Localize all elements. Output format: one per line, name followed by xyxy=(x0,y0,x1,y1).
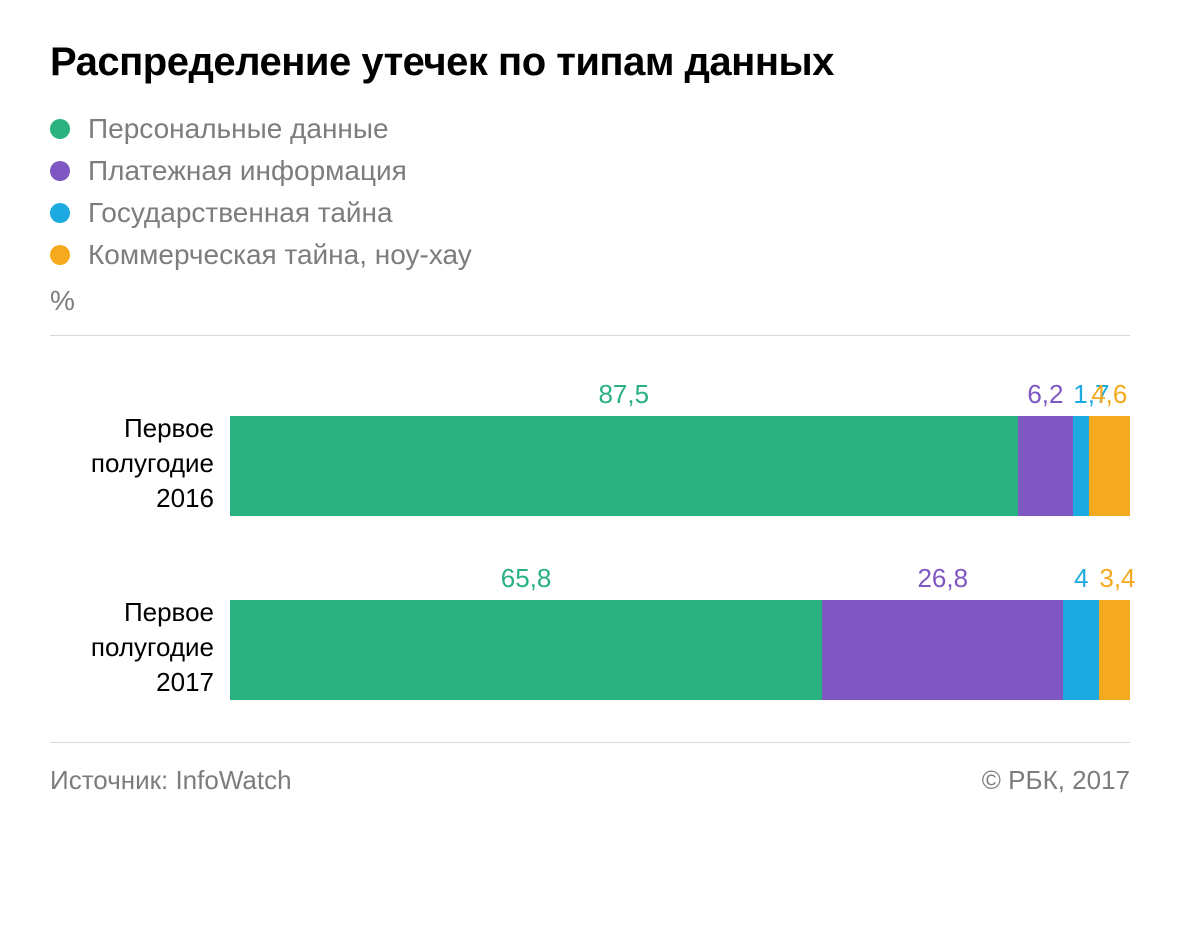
value-label: 4 xyxy=(1063,563,1099,594)
value-label: 6,2 xyxy=(1018,379,1074,410)
chart-row: Первоеполугодие2017 65,826,843,4 xyxy=(50,556,1130,700)
row-label-wrap: Первоеполугодие2017 xyxy=(50,556,230,700)
bar-column: 65,826,843,4 xyxy=(230,556,1130,700)
value-label: 87,5 xyxy=(230,379,1018,410)
row-label: Первоеполугодие2017 xyxy=(91,595,214,700)
stacked-bar xyxy=(230,600,1130,700)
legend-label: Коммерческая тайна, ноу-хау xyxy=(88,239,472,271)
bar-segment xyxy=(230,600,822,700)
value-label: 65,8 xyxy=(230,563,822,594)
legend-item: Платежная информация xyxy=(50,155,1130,187)
legend-item: Коммерческая тайна, ноу-хау xyxy=(50,239,1130,271)
bar-column: 87,56,21,74,6 xyxy=(230,372,1130,516)
legend-dot xyxy=(50,119,70,139)
chart-title: Распределение утечек по типам данных xyxy=(50,40,1130,85)
bar-segment xyxy=(1063,600,1099,700)
legend-item: Государственная тайна xyxy=(50,197,1130,229)
chart-area: Первоеполугодие201687,56,21,74,6Первоепо… xyxy=(50,336,1130,742)
value-labels: 87,56,21,74,6 xyxy=(230,372,1130,410)
value-label: 4,6 xyxy=(1089,379,1130,410)
legend-item: Персональные данные xyxy=(50,113,1130,145)
source: Источник: InfoWatch xyxy=(50,765,292,796)
value-labels: 65,826,843,4 xyxy=(230,556,1130,594)
legend-dot xyxy=(50,245,70,265)
value-label: 26,8 xyxy=(822,563,1063,594)
bar-segment xyxy=(1089,416,1130,516)
bar-segment xyxy=(1073,416,1088,516)
unit-label: % xyxy=(50,285,1130,317)
bar-segment xyxy=(1018,416,1074,516)
legend-label: Государственная тайна xyxy=(88,197,393,229)
stacked-bar xyxy=(230,416,1130,516)
legend-label: Персональные данные xyxy=(88,113,389,145)
row-label-wrap: Первоеполугодие2016 xyxy=(50,372,230,516)
source-prefix: Источник: xyxy=(50,765,175,795)
row-label: Первоеполугодие2016 xyxy=(91,411,214,516)
legend-dot xyxy=(50,203,70,223)
bar-segment xyxy=(822,600,1063,700)
legend: Персональные данные Платежная информация Г… xyxy=(50,113,1130,271)
chart-row: Первоеполугодие2016 87,56,21,74,6 xyxy=(50,372,1130,516)
value-label: 3,4 xyxy=(1099,563,1130,594)
copyright: © РБК, 2017 xyxy=(982,765,1130,796)
bar-segment xyxy=(1099,600,1130,700)
legend-label: Платежная информация xyxy=(88,155,407,187)
legend-dot xyxy=(50,161,70,181)
source-name: InfoWatch xyxy=(175,765,291,795)
footer: Источник: InfoWatch © РБК, 2017 xyxy=(50,743,1130,796)
bar-segment xyxy=(230,416,1018,516)
value-label: 1,7 xyxy=(1073,379,1088,410)
